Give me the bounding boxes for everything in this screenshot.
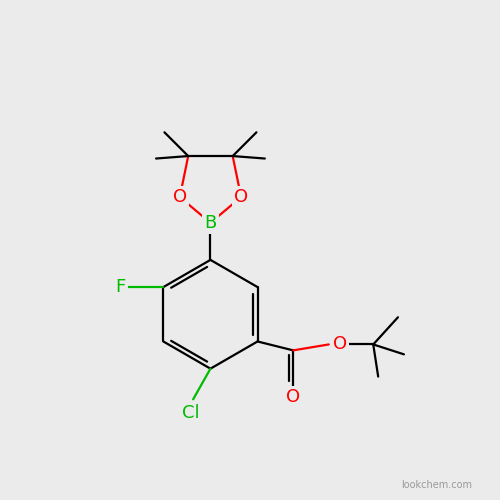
Text: Cl: Cl	[182, 404, 200, 422]
Text: lookchem.com: lookchem.com	[402, 480, 472, 490]
Text: O: O	[286, 388, 300, 406]
Text: O: O	[234, 188, 248, 206]
Text: O: O	[332, 336, 346, 353]
Text: F: F	[115, 278, 126, 296]
Text: O: O	[172, 188, 187, 206]
Text: B: B	[204, 214, 216, 232]
